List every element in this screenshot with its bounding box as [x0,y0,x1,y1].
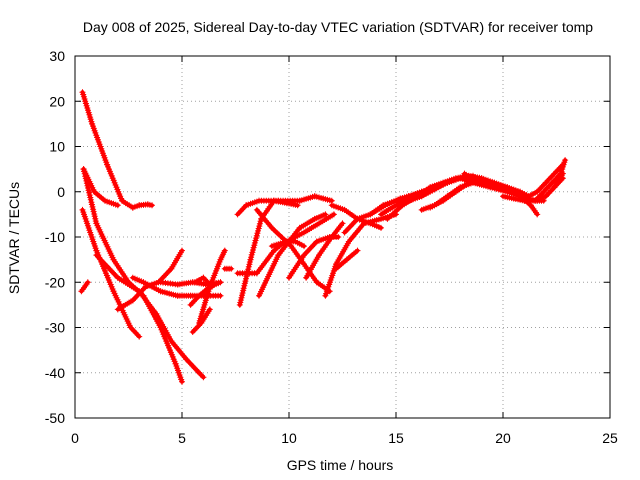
plus-markers [253,247,277,277]
x-axis-label: GPS time / hours [287,457,394,473]
plus-markers [93,252,121,281]
plus-markers [322,261,340,299]
plus-markers [79,89,96,127]
plus-markers [286,252,307,281]
y-tick-label: 30 [49,48,65,64]
series-arc-32 [427,179,472,211]
y-tick-label: 20 [49,93,65,109]
x-tick-label: 5 [178,430,186,446]
series-arc-38 [542,170,566,200]
plus-markers [328,220,346,240]
plus-markers [292,238,307,250]
plus-markers [110,256,132,286]
x-tick-label: 20 [495,430,511,446]
plus-markers [217,247,228,263]
plus-markers [89,120,111,168]
plus-markers [104,161,126,204]
plus-markers [79,206,100,254]
plus-markers [153,310,175,345]
series-arc-08 [129,274,224,299]
plus-markers [144,201,155,209]
plus-markers [80,166,100,227]
series-arc-05 [78,279,91,295]
series-trace [304,221,345,280]
grid [75,56,610,418]
plus-markers [168,338,190,363]
plus-markers [196,369,207,381]
plus-markers [78,279,91,295]
chart-title: Day 008 of 2025, Sidereal Day-to-day VTE… [83,19,593,35]
plus-markers [127,324,143,340]
y-tick-label: 10 [49,139,65,155]
plus-markers [303,252,322,281]
plus-markers [551,170,566,191]
plus-markers [253,206,275,231]
plus-markers [168,247,185,272]
plus-markers [172,360,185,385]
x-tick-label: 0 [71,430,79,446]
plus-markers [527,202,541,218]
plot-frame [74,55,611,419]
plus-markers [316,211,337,227]
plus-markers [114,274,143,295]
y-tick-label: 0 [57,184,65,200]
plus-markers [247,215,265,263]
plus-markers [345,220,367,245]
x-tick-label: 15 [388,430,404,446]
series-arc-13 [191,274,215,290]
plus-markers [343,247,361,263]
plus-markers [256,252,282,299]
plus-markers [333,238,352,268]
y-tick-label: -40 [45,365,65,381]
series-arc-12 [196,247,228,326]
plus-markers [320,195,335,204]
y-tick-label: -20 [45,274,65,290]
y-axis-label: SDTVAR / TECUs [6,182,22,294]
series-arc-14 [221,265,235,272]
plus-markers [200,274,215,290]
series-arc-01 [79,89,155,211]
y-tick-label: -10 [45,229,65,245]
plus-markers [157,324,179,367]
y-tick-label: -30 [45,320,65,336]
series-arc-20 [268,211,337,250]
plus-markers [196,283,213,326]
series-arc-24 [333,247,361,272]
series-arc-36 [525,161,566,200]
plus-markers [221,265,235,272]
x-tick-label: 10 [281,430,297,446]
y-tick-label: -50 [45,410,65,426]
plus-markers [283,200,301,209]
plus-markers [367,220,384,231]
series-arc-22 [303,220,346,281]
series-arc-37 [532,157,569,204]
tick-labels: 0 5 10 15 20 25 -50 -40 -30 -20 -10 0 10 20 30 [45,48,618,446]
plus-markers [311,211,329,222]
plus-markers [102,197,121,209]
x-tick-label: 25 [602,430,618,446]
data-layer [78,89,569,385]
plus-markers [316,234,335,259]
series-arc-06 [93,252,207,381]
plus-markers [93,220,117,263]
